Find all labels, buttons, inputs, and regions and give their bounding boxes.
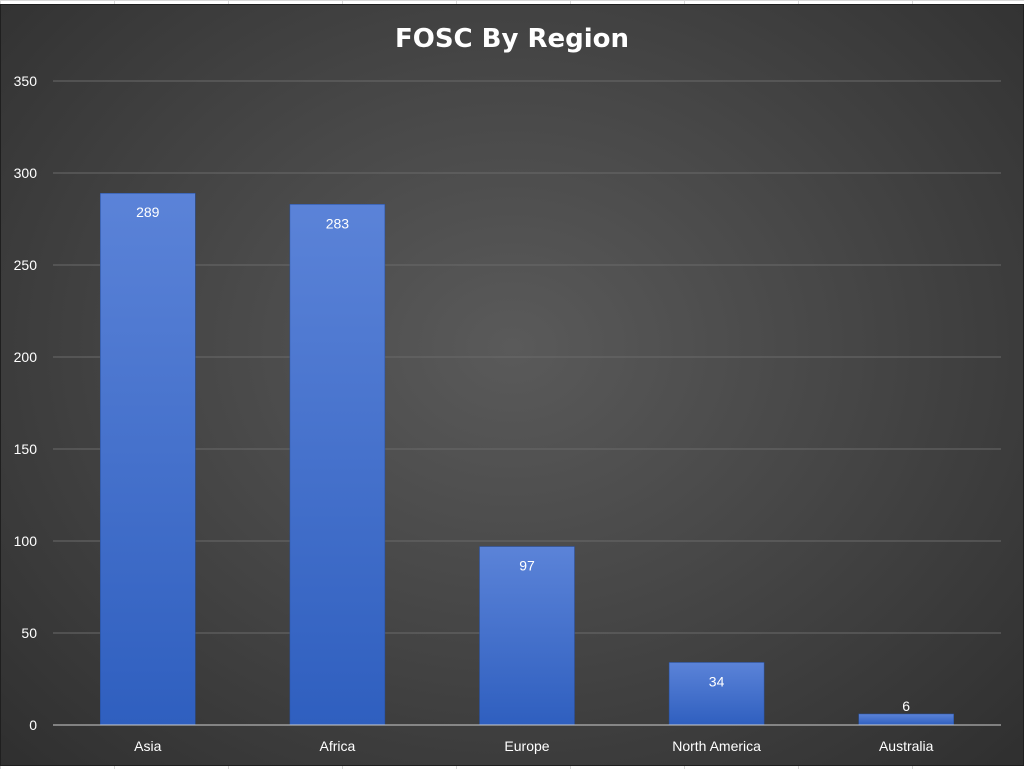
x-axis-categories: Asia Africa Europe North America Australia [134,738,933,754]
x-category-label: North America [672,738,761,754]
y-tick-label: 250 [14,257,38,273]
y-tick-label: 350 [14,73,38,89]
bars [100,192,954,726]
data-label: 34 [709,673,725,689]
data-labels: 289 283 97 34 6 [136,204,910,714]
y-tick-label: 300 [14,165,38,181]
bar[interactable] [289,204,386,726]
bar-chart: FOSC By Region 0 50 100 150 200 250 300 350 289… [14,24,1001,754]
bar[interactable] [479,546,575,726]
gridlines [53,80,1001,634]
x-category-label: Asia [134,738,161,754]
data-label: 6 [902,698,910,714]
bar[interactable] [668,662,765,726]
x-category-label: Africa [320,738,356,754]
bar[interactable] [858,713,954,726]
data-label: 289 [136,204,160,220]
bar[interactable] [100,192,196,726]
x-category-label: Europe [504,738,549,754]
chart-area[interactable]: FOSC By Region 0 50 100 150 200 250 300 350 289… [0,4,1024,766]
data-label: 283 [326,215,350,231]
y-tick-label: 200 [14,349,38,365]
y-tick-label: 100 [14,533,38,549]
x-category-label: Australia [879,738,934,754]
y-axis-ticks: 0 50 100 150 200 250 300 350 [14,73,38,733]
chart-title: FOSC By Region [395,24,629,54]
y-tick-label: 150 [14,441,38,457]
data-label: 97 [519,558,535,574]
y-tick-label: 0 [29,717,37,733]
y-tick-label: 50 [21,625,37,641]
